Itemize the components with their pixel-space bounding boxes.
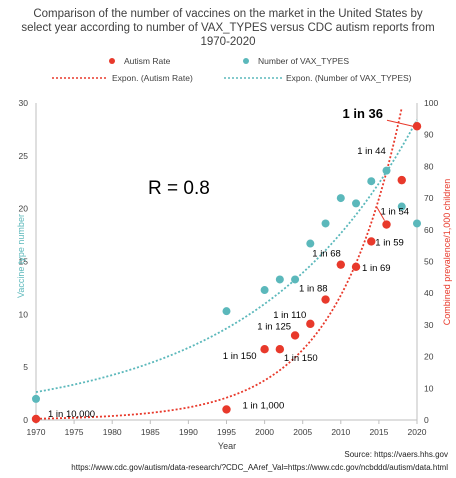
x-tick-label: 1990 bbox=[179, 427, 198, 437]
autism-rate-point bbox=[321, 295, 330, 304]
autism-rate-point bbox=[222, 405, 231, 414]
vax-types-point bbox=[413, 219, 421, 228]
callout-leader-1-in-36 bbox=[386, 119, 414, 127]
autism-rate-point bbox=[290, 331, 300, 340]
vax-types-point bbox=[397, 202, 406, 211]
vax-types-point bbox=[291, 275, 300, 284]
autism-rate-point bbox=[351, 262, 361, 271]
x-tick-label: 2015 bbox=[369, 427, 388, 437]
r-value-label: R = 0.8 bbox=[148, 178, 210, 199]
source-line-2: https://www.cdc.gov/autism/data-research… bbox=[71, 463, 448, 472]
y-axis-title-left: Vaccine type number bbox=[16, 214, 26, 298]
autism-data-label: 1 in 88 bbox=[299, 284, 328, 295]
x-axis-title: Year bbox=[218, 441, 236, 451]
autism-rate-point bbox=[397, 175, 406, 185]
y-left-tick-label: 20 bbox=[19, 204, 29, 214]
vax-types-point bbox=[260, 286, 269, 295]
vax-types-point bbox=[275, 275, 284, 284]
autism-data-label: 1 in 1,000 bbox=[243, 400, 285, 411]
autism-rate-point bbox=[412, 122, 422, 131]
vax-types-point bbox=[336, 194, 345, 203]
x-tick-label: 1980 bbox=[103, 427, 122, 437]
autism-data-label: 1 in 36 bbox=[343, 106, 383, 121]
autism-data-label: 1 in 150 bbox=[223, 351, 257, 362]
autism-rate-point bbox=[336, 260, 345, 269]
trendlines bbox=[35, 107, 418, 420]
trend-vax-types bbox=[35, 119, 418, 393]
vax-types-point bbox=[382, 166, 391, 175]
autism-rate-point bbox=[260, 345, 269, 354]
y-left-tick-label: 0 bbox=[23, 415, 28, 425]
y-right-tick-label: 100 bbox=[424, 98, 438, 108]
autism-rate-point bbox=[367, 237, 376, 246]
chart-title-line-2: select year according to number of VAX_T… bbox=[21, 22, 435, 34]
source-line-1: Source: https://vaers.hhs.gov bbox=[344, 450, 448, 459]
vax-types-point bbox=[306, 239, 315, 248]
vax-types-point bbox=[352, 199, 361, 208]
y-right-tick-label: 40 bbox=[424, 288, 434, 298]
y-left-tick-label: 25 bbox=[19, 151, 29, 161]
y-left-tick-label: 5 bbox=[23, 362, 28, 372]
trend-autism-rate bbox=[35, 107, 403, 420]
autism-data-label: 1 in 69 bbox=[362, 263, 391, 274]
x-tick-label: 2010 bbox=[331, 427, 350, 437]
y-left-tick-label: 10 bbox=[19, 309, 29, 319]
x-tick-label: 1985 bbox=[141, 427, 160, 437]
y-right-tick-label: 20 bbox=[424, 352, 434, 362]
y-right-tick-label: 80 bbox=[424, 161, 434, 171]
y-right-tick-label: 60 bbox=[424, 225, 434, 235]
autism-rate-point bbox=[382, 220, 391, 229]
y-right-tick-label: 30 bbox=[424, 320, 434, 330]
vax-types-point bbox=[321, 219, 330, 228]
autism-rate-point bbox=[306, 319, 315, 329]
autism-data-label: 1 in 125 bbox=[257, 321, 291, 332]
callout-leader-1-in-44 bbox=[376, 206, 385, 221]
vax-types-point bbox=[367, 177, 376, 186]
x-tick-label: 1995 bbox=[217, 427, 236, 437]
legend-label-vax: Number of VAX_TYPES bbox=[258, 56, 349, 66]
autism-data-label: 1 in 59 bbox=[375, 237, 404, 248]
legend-marker-autism bbox=[109, 58, 115, 64]
y-right-tick-label: 0 bbox=[424, 415, 429, 425]
autism-data-label: 1 in 110 bbox=[273, 310, 306, 321]
autism-data-label: 1 in 150 bbox=[284, 353, 318, 364]
autism-data-label: 1 in 10,000 bbox=[48, 409, 95, 420]
y-axis-title-right: Combined prevalence/1,000 children bbox=[442, 179, 452, 326]
y-right-tick-label: 50 bbox=[424, 257, 434, 267]
x-tick-label: 2000 bbox=[255, 427, 274, 437]
autism-data-label: 1 in 68 bbox=[312, 249, 341, 260]
chart-title-line-3: 1970-2020 bbox=[200, 36, 256, 48]
x-tick-label: 2020 bbox=[408, 427, 427, 437]
y-right-tick-label: 70 bbox=[424, 193, 434, 203]
legend: Autism Rate Number of VAX_TYPES Expon. (… bbox=[52, 56, 412, 83]
vax-types-point bbox=[222, 307, 231, 316]
data-labels: 1 in 10,000 1 in 1,000 1 in 150 1 in 150 1 i… bbox=[48, 106, 414, 420]
y-right-tick-label: 10 bbox=[424, 383, 434, 393]
x-tick-label: 2005 bbox=[293, 427, 312, 437]
legend-label-autism: Autism Rate bbox=[124, 56, 171, 66]
autism-data-label: 1 in 44 bbox=[357, 146, 386, 157]
chart-title-line-1: Comparison of the number of vaccines on … bbox=[33, 8, 423, 20]
vax-types-point bbox=[32, 394, 40, 403]
autism-rate-point bbox=[31, 414, 41, 424]
legend-label-autism-trend: Expon. (Autism Rate) bbox=[112, 73, 193, 83]
y-left-tick-label: 30 bbox=[19, 98, 29, 108]
autism-data-label: 1 in 54 bbox=[381, 207, 410, 218]
autism-rate-point bbox=[275, 345, 285, 354]
legend-label-vax-trend: Expon. (Number of VAX_TYPES) bbox=[286, 73, 412, 83]
data-points bbox=[31, 122, 422, 424]
x-tick-label: 1975 bbox=[65, 427, 84, 437]
legend-marker-vax bbox=[243, 58, 249, 64]
axes: 1970 1975 1980 1985 1990 1995 2000 2005 2010 2015… bbox=[19, 98, 439, 437]
y-left-tick-label: 15 bbox=[19, 257, 29, 267]
y-right-tick-label: 90 bbox=[424, 130, 434, 140]
x-tick-label: 1970 bbox=[27, 427, 46, 437]
